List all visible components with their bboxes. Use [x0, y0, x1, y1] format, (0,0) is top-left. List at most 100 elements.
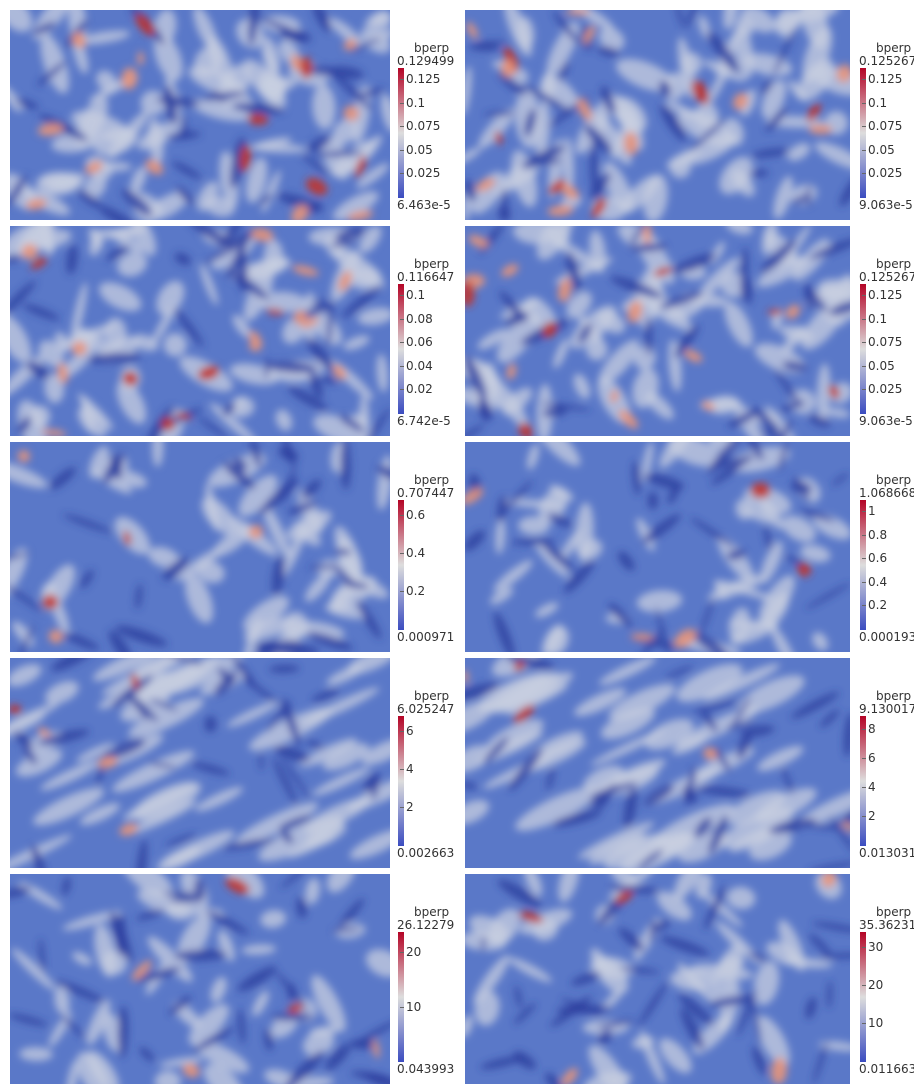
- colorbar-max-label: 0.125267: [859, 270, 914, 284]
- colorbar-tick-label: 2: [400, 800, 414, 815]
- colorbar: [860, 716, 866, 846]
- field-panel: bperp 9.130017 8 6 4 2 0.013031: [457, 656, 914, 871]
- colorbar-min-label: 6.463e-5: [397, 198, 451, 212]
- colorbar: [860, 68, 866, 198]
- colorbar-tick-label: 0.6: [399, 508, 426, 523]
- field-image: [10, 658, 390, 868]
- colorbar-tick-label: 30: [861, 940, 884, 955]
- colorbar-tick-label: 0.125: [861, 72, 903, 87]
- colorbar-max-label: 35.36231: [859, 918, 914, 932]
- colorbar-tick-label: 20: [399, 945, 422, 960]
- colorbar-min-label: 9.063e-5: [859, 414, 913, 428]
- colorbar-tick-label: 0.05: [400, 142, 433, 157]
- colorbar-tick-label: 0.8: [861, 527, 888, 542]
- colorbar-title: bperp: [414, 41, 450, 55]
- colorbar-tick-label: 0.075: [861, 119, 903, 134]
- colorbar-title: bperp: [876, 257, 912, 271]
- colorbar: [860, 932, 866, 1062]
- colorbar-min-label: 9.063e-5: [859, 198, 913, 212]
- field-panel: bperp 35.36231 30 20 10 0.011663: [457, 872, 914, 1087]
- field-panel: bperp 6.025247 6 4 2 0.002663: [0, 656, 457, 871]
- colorbar-title: bperp: [414, 473, 450, 487]
- colorbar-min-label: 6.742e-5: [397, 414, 451, 428]
- colorbar-min-label: 0.011663: [859, 1062, 914, 1076]
- field-image: [10, 442, 390, 652]
- field-image: [10, 226, 390, 436]
- colorbar-tick-label: 0.02: [400, 382, 433, 397]
- colorbar: [398, 500, 404, 630]
- colorbar-tick-label: 1: [862, 504, 876, 519]
- colorbar-tick-label: 20: [861, 978, 884, 993]
- colorbar-title: bperp: [414, 905, 450, 919]
- field-panel: bperp 1.068668 1 0.8 0.6 0.4 0.2 0.000193: [457, 440, 914, 655]
- colorbar-min-label: 0.000193: [859, 630, 914, 644]
- colorbar-tick-label: 4: [400, 762, 414, 777]
- colorbar: [860, 500, 866, 630]
- colorbar-tick-label: 0.1: [861, 311, 888, 326]
- colorbar-tick-label: 0.08: [400, 311, 433, 326]
- field-image: [10, 10, 390, 220]
- colorbar-tick-label: 0.06: [400, 335, 433, 350]
- colorbar: [398, 284, 404, 414]
- colorbar-tick-label: 0.4: [861, 574, 888, 589]
- field-panel: bperp 0.125267 0.125 0.1 0.075 0.05 0.025 9.063…: [457, 8, 914, 223]
- colorbar-max-label: 0.707447: [397, 486, 455, 500]
- colorbar: [398, 716, 404, 846]
- colorbar-tick-label: 0.6: [861, 551, 888, 566]
- colorbar-title: bperp: [414, 257, 450, 271]
- field-panel: bperp 26.12279 20 10 0.043993: [0, 872, 457, 1087]
- colorbar-tick-label: 0.025: [861, 382, 903, 397]
- colorbar-max-label: 0.125267: [859, 54, 914, 68]
- colorbar-tick-label: 0.1: [399, 288, 426, 303]
- field-panel: bperp 0.116647 0.1 0.08 0.06 0.04 0.02 6.742e-5: [0, 224, 457, 439]
- field-image: [465, 442, 850, 652]
- colorbar-tick-label: 0.1: [399, 95, 426, 110]
- colorbar-min-label: 0.013031: [859, 846, 914, 860]
- colorbar-tick-label: 10: [861, 1016, 884, 1031]
- colorbar-tick-label: 0.05: [862, 358, 895, 373]
- field-image: [465, 10, 850, 220]
- colorbar: [860, 284, 866, 414]
- field-panel: bperp 0.125267 0.125 0.1 0.075 0.05 0.025 9.063…: [457, 224, 914, 439]
- colorbar-tick-label: 0.4: [399, 546, 426, 561]
- field-image: [465, 226, 850, 436]
- colorbar-max-label: 6.025247: [397, 702, 455, 716]
- colorbar-title: bperp: [876, 689, 912, 703]
- colorbar-tick-label: 0.2: [861, 598, 888, 613]
- colorbar-title: bperp: [876, 905, 912, 919]
- colorbar-tick-label: 4: [862, 779, 876, 794]
- colorbar-tick-label: 8: [862, 721, 876, 736]
- field-image: [465, 658, 850, 868]
- colorbar-tick-label: 0.2: [399, 584, 426, 599]
- colorbar-title: bperp: [414, 689, 450, 703]
- colorbar-max-label: 9.130017: [859, 702, 914, 716]
- colorbar-tick-label: 0.125: [861, 288, 903, 303]
- field-image: [465, 874, 850, 1084]
- colorbar-max-label: 1.068668: [859, 486, 914, 500]
- colorbar-max-label: 0.116647: [397, 270, 455, 284]
- colorbar-max-label: 26.12279: [397, 918, 455, 932]
- field-panel: bperp 0.129499 0.125 0.1 0.075 0.05 0.025 6.463…: [0, 8, 457, 223]
- colorbar-tick-label: 0.1: [861, 95, 888, 110]
- colorbar-tick-label: 0.075: [399, 119, 441, 134]
- colorbar-title: bperp: [876, 473, 912, 487]
- colorbar-tick-label: 10: [399, 999, 422, 1014]
- colorbar-tick-label: 0.025: [399, 166, 441, 181]
- colorbar-tick-label: 0.05: [862, 142, 895, 157]
- colorbar-tick-label: 0.025: [861, 166, 903, 181]
- colorbar-tick-label: 0.04: [400, 358, 433, 373]
- colorbar-title: bperp: [876, 41, 912, 55]
- colorbar: [398, 68, 404, 198]
- colorbar-min-label: 0.002663: [397, 846, 455, 860]
- colorbar-min-label: 0.043993: [397, 1062, 455, 1076]
- colorbar-tick-label: 6: [400, 724, 414, 739]
- colorbar-tick-label: 2: [862, 808, 876, 823]
- colorbar-tick-label: 0.125: [399, 72, 441, 87]
- field-panel: bperp 0.707447 0.6 0.4 0.2 0.000971: [0, 440, 457, 655]
- colorbar-max-label: 0.129499: [397, 54, 455, 68]
- colorbar: [398, 932, 404, 1062]
- field-image: [10, 874, 390, 1084]
- colorbar-tick-label: 0.075: [861, 335, 903, 350]
- colorbar-tick-label: 6: [862, 750, 876, 765]
- colorbar-min-label: 0.000971: [397, 630, 455, 644]
